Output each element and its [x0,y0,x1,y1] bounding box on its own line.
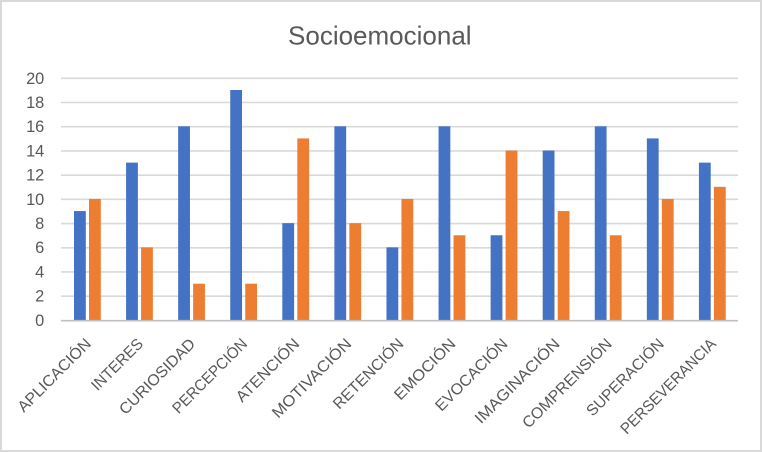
svg-text:12: 12 [26,167,44,185]
svg-text:20: 20 [26,70,44,88]
svg-text:8: 8 [35,215,44,233]
svg-text:14: 14 [26,142,44,160]
svg-text:18: 18 [26,94,44,112]
svg-text:16: 16 [26,118,44,136]
svg-text:Socioemocional: Socioemocional [288,21,472,51]
svg-text:0: 0 [35,312,44,330]
svg-text:10: 10 [26,191,44,209]
svg-text:6: 6 [35,239,44,257]
svg-text:2: 2 [35,288,44,306]
svg-text:4: 4 [35,263,44,281]
